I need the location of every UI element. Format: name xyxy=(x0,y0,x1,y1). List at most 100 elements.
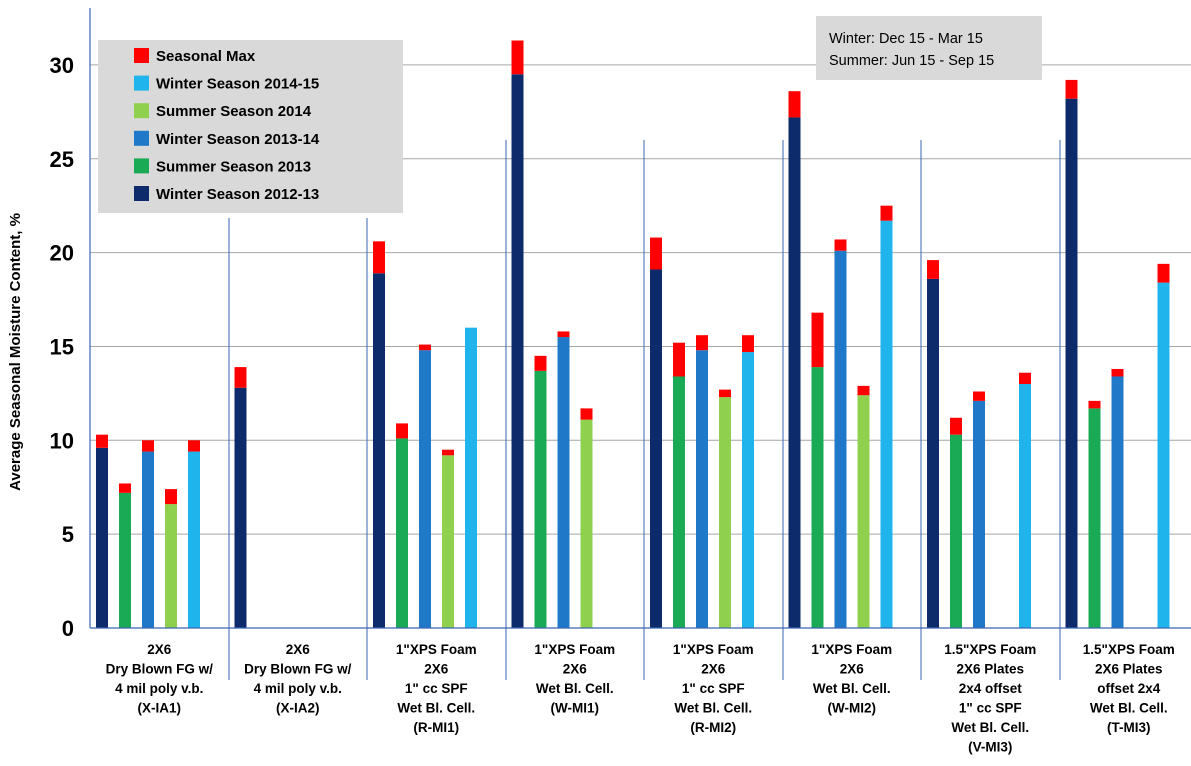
legend-swatch xyxy=(134,48,149,63)
bar-winter-season-2013-14 xyxy=(419,350,431,628)
bar-winter-season-2012-13 xyxy=(650,269,662,628)
category-label-line: 2X6 xyxy=(701,662,726,677)
legend-swatch xyxy=(134,158,149,174)
category-label-line: (T-MI3) xyxy=(1107,720,1151,735)
category-label-line: (R-MI1) xyxy=(413,720,459,735)
bar-summer-season-2013 xyxy=(119,492,131,628)
category-label-line: offset 2x4 xyxy=(1097,681,1161,696)
category-label-line: 1"XPS Foam xyxy=(673,642,754,657)
bar-seasonal-max xyxy=(234,367,247,388)
bar-seasonal-max xyxy=(673,342,685,377)
bar-summer-season-2013 xyxy=(673,376,685,628)
season-date-note: Winter: Dec 15 - Mar 15 Summer: Jun 15 - … xyxy=(816,16,1042,80)
y-tick-label: 5 xyxy=(62,522,74,547)
legend-label: Seasonal Max xyxy=(156,48,256,65)
bar-summer-season-2014 xyxy=(719,397,731,628)
category-label-line: Dry Blown FG w/ xyxy=(106,662,214,677)
bar-winter-season-2013-14 xyxy=(557,337,570,628)
category-label-line: 2X6 xyxy=(424,662,449,677)
legend-swatch xyxy=(134,103,149,119)
legend-label: Winter Season 2013-14 xyxy=(156,131,320,148)
category-label-line: 4 mil poly v.b. xyxy=(254,681,342,696)
bar-winter-season-2014-15 xyxy=(742,352,754,628)
bar-seasonal-max xyxy=(857,385,870,396)
category-label-line: 1" cc SPF xyxy=(682,681,745,696)
bar-seasonal-max xyxy=(950,417,962,435)
note-box xyxy=(816,16,1042,80)
bar-seasonal-max xyxy=(511,40,524,75)
category-label-line: (W-MI1) xyxy=(551,701,599,716)
note-line: Winter: Dec 15 - Mar 15 xyxy=(829,31,983,47)
bar-seasonal-max xyxy=(973,391,985,401)
bar-summer-season-2014 xyxy=(580,419,593,628)
y-tick-label: 20 xyxy=(50,241,74,266)
note-line: Summer: Jun 15 - Sep 15 xyxy=(829,53,994,69)
legend-label: Winter Season 2012-13 xyxy=(156,186,319,203)
category-label-line: 2X6 Plates xyxy=(1095,662,1163,677)
y-tick-label: 10 xyxy=(50,428,74,453)
bar-winter-season-2014-15 xyxy=(188,451,200,628)
bar-winter-season-2012-13 xyxy=(96,447,108,628)
bar-seasonal-max xyxy=(880,205,893,221)
legend-label: Winter Season 2014-15 xyxy=(156,76,319,93)
bar-summer-season-2013 xyxy=(396,438,408,628)
bar-seasonal-max xyxy=(834,239,847,251)
bar-seasonal-max xyxy=(1019,372,1031,384)
bar-seasonal-max xyxy=(1088,400,1101,409)
bar-winter-season-2013-14 xyxy=(834,250,847,628)
bar-winter-season-2012-13 xyxy=(1065,98,1078,629)
bar-winter-season-2014-15 xyxy=(465,327,477,628)
bar-summer-season-2013 xyxy=(534,370,547,628)
bar-seasonal-max xyxy=(811,312,824,368)
legend-box xyxy=(98,40,403,213)
y-tick-label: 0 xyxy=(62,616,74,641)
bar-seasonal-max xyxy=(165,489,177,505)
category-label-line: 1.5"XPS Foam xyxy=(944,642,1036,657)
bar-winter-season-2014-15 xyxy=(880,220,893,629)
group-separators xyxy=(228,140,1061,680)
bar-winter-season-2014-15 xyxy=(1157,282,1170,628)
category-label-line: 2X6 xyxy=(147,642,172,657)
category-labels: 2X6 Dry Blown FG w/4 mil poly v.b. (X-IA1)… xyxy=(106,642,1175,755)
bar-seasonal-max xyxy=(442,449,454,456)
bar-seasonal-max xyxy=(396,423,408,439)
bar-winter-season-2012-13 xyxy=(234,387,247,628)
category-label-line: Wet Bl. Cell. xyxy=(674,701,752,716)
category-label-line: Wet Bl. Cell. xyxy=(397,701,475,716)
bars xyxy=(96,40,1170,629)
category-label-line: 1.5"XPS Foam xyxy=(1083,642,1175,657)
category-label-line: Wet Bl. Cell. xyxy=(1090,701,1168,716)
category-label-line: 2X6 Plates xyxy=(956,662,1024,677)
category-label-line: 1" cc SPF xyxy=(959,701,1022,716)
category-label-line: 1"XPS Foam xyxy=(534,642,615,657)
bar-seasonal-max xyxy=(373,241,385,274)
bar-seasonal-max xyxy=(927,260,939,279)
bar-winter-season-2013-14 xyxy=(696,350,708,628)
bar-seasonal-max xyxy=(1157,263,1170,283)
category-label-line: Dry Blown FG w/ xyxy=(244,662,352,677)
bar-seasonal-max xyxy=(1065,79,1078,99)
category-label-line: Wet Bl. Cell. xyxy=(536,681,614,696)
bar-summer-season-2013 xyxy=(1088,408,1101,628)
bar-winter-season-2012-13 xyxy=(373,273,385,628)
category-label-line: (V-MI3) xyxy=(968,740,1012,755)
bar-seasonal-max xyxy=(557,331,570,338)
category-label-line: (W-MI2) xyxy=(828,701,876,716)
bar-seasonal-max xyxy=(742,335,754,353)
y-tick-label: 30 xyxy=(50,53,74,78)
bar-summer-season-2014 xyxy=(442,455,454,628)
bar-seasonal-max xyxy=(119,483,131,493)
bar-summer-season-2014 xyxy=(165,504,177,628)
bar-seasonal-max xyxy=(534,355,547,371)
category-label-line: (X-IA2) xyxy=(276,701,320,716)
bar-seasonal-max xyxy=(696,335,708,351)
bar-summer-season-2013 xyxy=(950,434,962,628)
bar-seasonal-max xyxy=(1111,368,1124,377)
category-label-line: Wet Bl. Cell. xyxy=(951,720,1029,735)
bar-winter-season-2012-13 xyxy=(511,74,524,628)
legend-swatch xyxy=(134,130,149,146)
bar-seasonal-max xyxy=(650,237,662,270)
y-axis-title: Average Seasonal Moisture Content, % xyxy=(7,213,24,491)
bar-seasonal-max xyxy=(419,344,431,351)
legend-label: Summer Season 2014 xyxy=(156,103,312,120)
